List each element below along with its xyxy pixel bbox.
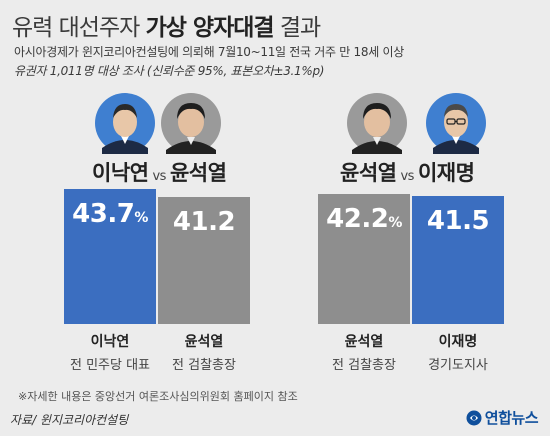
avatar-lee-jaemyung [426,93,486,154]
subtitle-line1: 아시아경제가 윈지코리아컨설팅에 의뢰해 7월10~11일 전국 거주 만 18… [14,45,404,59]
bar-lee-jaemyung: 41.5 [412,196,504,324]
matchup-1-heading: 이낙연 vs 윤석열 [92,157,227,187]
candidate-label-yoon-seokyoul-2: 윤석열 전 검찰총장 [318,331,410,373]
title-prefix: 유력 대선주자 [12,15,140,41]
page-title: 유력 대선주자 가상 양자대결 결과 [12,8,321,42]
avatar-yoon-seokyoul [161,93,221,154]
bar-lee-nakyon: 43.7% [64,189,156,324]
candidate-name: 윤석열 [184,334,224,350]
candidate-role: 전 검찰총장 [172,358,236,373]
brand-name: 연합뉴스 [484,409,539,427]
candidate-label-yoon-seokyoul-1: 윤석열 전 검찰총장 [158,331,250,373]
candidate-name: 이낙연 [90,334,130,350]
bar-yoon-seokyoul-2: 42.2% [318,194,410,324]
matchup-2-name-b: 이재명 [417,161,475,185]
candidate-role: 경기도지사 [428,358,488,373]
data-label-lee-nakyon: 43.7% [72,199,148,230]
avatar-yoon-seokyoul-2 [347,93,407,154]
matchup-1-name-a: 이낙연 [92,161,149,185]
candidate-role: 전 검찰총장 [332,358,396,373]
source-credit: 자료/ 윈지코리아컨설팅 [10,413,129,427]
matchup-1-vs: vs [152,169,166,184]
matchup-1-name-b: 윤석열 [169,161,227,185]
yonhap-logo-icon [466,410,482,425]
bar-yoon-seokyoul-1: 41.2 [158,197,250,324]
matchup-2-vs: vs [400,169,414,184]
data-label-lee-jaemyung: 41.5 [426,206,490,237]
candidate-role: 전 민주당 대표 [69,358,151,373]
title-emphasis: 가상 양자대결 [145,15,275,41]
candidate-name: 윤석열 [344,334,384,350]
candidate-label-lee-jaemyung: 이재명 경기도지사 [412,331,504,373]
candidate-name: 이재명 [438,334,478,350]
footnote: ※자세한 내용은 중앙선거 여론조사심의위원회 홈페이지 참조 [18,390,298,403]
matchup-2-heading: 윤석열 vs 이재명 [340,157,475,187]
avatar-lee-nakyon [95,93,155,154]
title-suffix: 결과 [279,15,321,41]
data-label-yoon-seokyoul-2: 42.2% [326,204,402,235]
matchup-2-name-a: 윤석열 [340,161,397,185]
brand-logo: 연합뉴스 [466,407,539,428]
candidate-label-lee-nakyon: 이낙연 전 민주당 대표 [64,331,156,373]
subtitle-line2: 유권자 1,011명 대상 조사 (신뢰수준 95%, 표본오차±3.1%p) [14,64,325,78]
data-label-yoon-seokyoul-1: 41.2 [172,207,236,238]
